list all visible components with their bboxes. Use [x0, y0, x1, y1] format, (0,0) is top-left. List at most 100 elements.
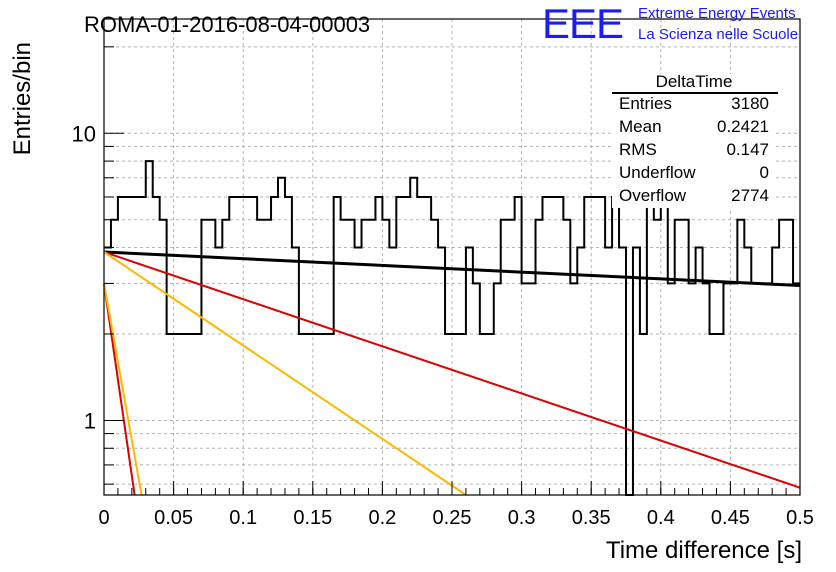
stats-box-background: [612, 74, 776, 208]
x-tick-label: 0.3: [508, 507, 536, 529]
histogram-bin: [285, 197, 292, 495]
histogram-bin: [334, 197, 341, 495]
x-tick-label: 0.5: [786, 507, 814, 529]
histogram-bin: [640, 334, 647, 495]
histogram-bin: [229, 197, 236, 495]
histogram-bin: [292, 248, 299, 495]
x-tick-label: 0.4: [647, 507, 675, 529]
fit-curve-4: [103, 283, 136, 496]
histogram-bin: [348, 220, 355, 495]
histogram-bin: [682, 220, 689, 495]
histogram-bin: [480, 334, 487, 495]
histogram-bin: [431, 220, 438, 495]
stats-value: 2774: [731, 186, 769, 205]
histogram-bin: [153, 197, 160, 495]
logo-line-1: Extreme Energy Events: [638, 5, 796, 22]
histogram-bin: [445, 334, 452, 495]
histogram-bin: [529, 283, 536, 495]
x-axis-title: Time difference [s]: [606, 537, 802, 564]
histogram-bin: [459, 334, 466, 495]
x-tick-label: 0.45: [711, 507, 750, 529]
eee-logo: EEE: [542, 0, 623, 47]
histogram-bin: [501, 220, 508, 495]
histogram-bin: [362, 220, 369, 495]
histogram-bin: [341, 220, 348, 495]
histogram-bin: [382, 220, 389, 495]
fit-curves-layer: [103, 250, 801, 496]
histogram-bin: [473, 283, 480, 495]
stats-box: DeltaTime Entries 3180 Mean 0.2421 RMS 0.147 U…: [612, 72, 778, 208]
histogram-bin: [675, 220, 682, 495]
histogram-bin: [160, 220, 167, 495]
histogram-bin: [563, 220, 570, 495]
stats-label: RMS: [619, 140, 657, 159]
x-tick-label: 0.2: [368, 507, 396, 529]
histogram-bin: [403, 197, 410, 495]
histogram-bin: [710, 334, 717, 495]
x-tick-label: 0.35: [572, 507, 611, 529]
stats-value: 0.2421: [717, 117, 769, 136]
histogram-bin: [647, 197, 654, 495]
histogram-bin: [619, 248, 626, 495]
histogram-bin: [271, 197, 278, 495]
histogram-bin: [167, 334, 174, 495]
histogram-bin: [786, 220, 793, 495]
histogram-bin: [703, 283, 710, 495]
histogram-bin: [368, 220, 375, 495]
histogram-bin: [508, 220, 515, 495]
histogram-bin: [236, 197, 243, 495]
axes: 0 0.05 0.1 0.15 0.2 0.25 0.3 0.35 0.4 0.45 0.5 1 10: [72, 46, 814, 529]
histogram-bin: [487, 334, 494, 495]
fit-curve-5: [103, 283, 143, 496]
histogram-bin: [410, 178, 417, 495]
histogram-bin: [174, 334, 181, 495]
y-tick-label: 1: [84, 408, 96, 433]
histogram-bin: [605, 248, 612, 495]
histogram-bin: [584, 197, 591, 495]
histogram-bin: [689, 283, 696, 495]
histogram-bin: [139, 197, 146, 495]
x-tick-label: 0.1: [229, 507, 257, 529]
run-title: ROMA-01-2016-08-04-00003: [84, 12, 370, 37]
histogram-bin: [222, 220, 229, 495]
histogram-bin: [250, 197, 257, 495]
histogram-bin: [299, 334, 306, 495]
fit-curve-2: [103, 251, 801, 489]
y-tick-label: 10: [72, 121, 96, 146]
x-tick-label: 0.05: [154, 507, 193, 529]
x-tick-label: 0.15: [293, 507, 332, 529]
y-axis-title: Entries/bin: [9, 42, 36, 155]
histogram-bin: [744, 248, 751, 495]
histogram-bin: [201, 220, 208, 495]
logo-line-2: La Scienza nelle Scuole: [638, 26, 798, 43]
histogram-bin: [181, 334, 188, 495]
histogram-bin: [515, 197, 522, 495]
x-tick-label: 0: [98, 507, 109, 529]
histogram-bin: [696, 248, 703, 495]
histogram-bin: [591, 197, 598, 495]
histogram-bin: [327, 334, 334, 495]
histogram-bin: [716, 334, 723, 495]
histogram-bin: [522, 283, 529, 495]
histogram-bin: [765, 283, 772, 495]
stats-value: 3180: [731, 94, 769, 113]
histogram-bin: [549, 197, 556, 495]
histogram-bin: [466, 248, 473, 495]
histogram-bin: [758, 283, 765, 495]
stats-label: Overflow: [619, 186, 687, 205]
histogram-bin: [215, 248, 222, 495]
histogram-bin: [424, 197, 431, 495]
histogram-bin: [612, 197, 619, 495]
fit-curve-3: [103, 251, 467, 496]
histogram-bin: [577, 248, 584, 495]
histogram-bin: [208, 220, 215, 495]
histogram-bin: [793, 283, 800, 495]
histogram-bin: [779, 220, 786, 495]
histogram-bin: [494, 283, 501, 495]
histogram-bin: [452, 334, 459, 495]
histogram-bin: [661, 197, 668, 495]
histogram-bin: [737, 220, 744, 495]
histogram-layer: [104, 160, 800, 496]
histogram-bin: [278, 178, 285, 495]
